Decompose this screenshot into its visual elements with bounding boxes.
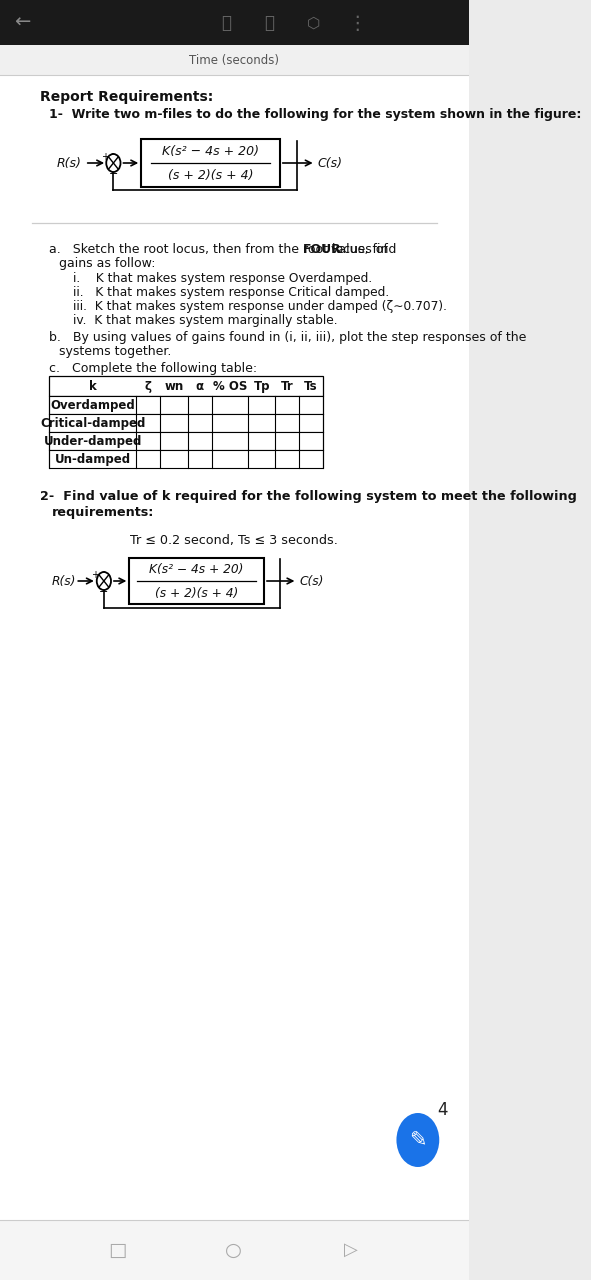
Bar [129, 558, 264, 604]
Text: R(s): R(s) [57, 156, 82, 169]
Text: iv.  K that makes system marginally stable.: iv. K that makes system marginally stabl… [73, 314, 337, 326]
Bar [49, 396, 323, 413]
Text: wn: wn [164, 379, 184, 393]
Bar [49, 433, 323, 451]
Text: 📄: 📄 [221, 14, 231, 32]
Circle shape [397, 1114, 439, 1167]
Bar [49, 376, 323, 396]
Circle shape [97, 572, 111, 590]
Text: −: − [109, 169, 118, 179]
Text: +: + [100, 152, 109, 163]
Text: 4: 4 [437, 1101, 448, 1119]
Text: Tp: Tp [254, 379, 270, 393]
Text: Tr: Tr [281, 379, 293, 393]
Text: C(s): C(s) [318, 156, 343, 169]
Bar [141, 140, 280, 187]
Text: a.   Sketch the root locus, then from the root locus, find: a. Sketch the root locus, then from the … [49, 243, 401, 256]
Text: Under-damped: Under-damped [44, 434, 142, 448]
Text: FOUR: FOUR [303, 243, 342, 256]
Text: −: − [99, 588, 109, 596]
Bar [0, 45, 469, 76]
Text: iii.  K that makes system response under damped (ζ∼0.707).: iii. K that makes system response under … [73, 300, 447, 314]
Text: i.    K that makes system response Overdamped.: i. K that makes system response Overdamp… [73, 273, 372, 285]
Bar [0, 0, 469, 45]
Text: α: α [196, 379, 204, 393]
Text: 1-  Write two m-files to do the following for the system shown in the figure:: 1- Write two m-files to do the following… [49, 108, 582, 122]
Text: c.   Complete the following table:: c. Complete the following table: [49, 362, 257, 375]
Text: k: k [89, 379, 97, 393]
Text: ii.   K that makes system response Critical damped.: ii. K that makes system response Critica… [73, 285, 389, 300]
Text: □: □ [108, 1240, 126, 1260]
Text: C(s): C(s) [300, 575, 324, 588]
Text: ζ: ζ [145, 379, 152, 393]
Bar [49, 413, 323, 433]
Circle shape [106, 154, 121, 172]
Text: (s + 2)(s + 4): (s + 2)(s + 4) [155, 586, 238, 599]
Text: ▷: ▷ [345, 1242, 358, 1260]
Text: ←: ← [14, 13, 30, 32]
Text: values of: values of [327, 243, 388, 256]
Text: K(s² − 4s + 20): K(s² − 4s + 20) [162, 145, 259, 157]
Text: ⋮: ⋮ [347, 14, 366, 32]
Text: ⬡: ⬡ [307, 15, 320, 31]
Text: +: + [91, 570, 99, 580]
Text: Overdamped: Overdamped [50, 398, 135, 411]
Text: ○: ○ [225, 1240, 242, 1260]
Text: gains as follow:: gains as follow: [60, 257, 156, 270]
Text: 2-  Find value of k required for the following system to meet the following: 2- Find value of k required for the foll… [40, 490, 576, 503]
Text: requirements:: requirements: [53, 506, 155, 518]
Text: (s + 2)(s + 4): (s + 2)(s + 4) [168, 169, 254, 182]
Text: 🔍: 🔍 [265, 14, 275, 32]
Text: K(s² − 4s + 20): K(s² − 4s + 20) [150, 562, 244, 576]
Text: % OS: % OS [213, 379, 247, 393]
Text: R(s): R(s) [51, 575, 76, 588]
Text: b.   By using values of gains found in (i, ii, iii), plot the step responses of : b. By using values of gains found in (i,… [49, 332, 527, 344]
Text: Time (seconds): Time (seconds) [189, 54, 279, 67]
Text: Ts: Ts [304, 379, 317, 393]
Bar [49, 451, 323, 468]
Text: Critical-damped: Critical-damped [40, 416, 145, 430]
Text: Tr ≤ 0.2 second, Ts ≤ 3 seconds.: Tr ≤ 0.2 second, Ts ≤ 3 seconds. [130, 534, 338, 547]
Text: systems together.: systems together. [60, 346, 172, 358]
Text: ✎: ✎ [409, 1130, 427, 1149]
Text: Report Requirements:: Report Requirements: [40, 90, 213, 104]
Bar [0, 1220, 469, 1280]
Text: Un-damped: Un-damped [55, 453, 131, 466]
